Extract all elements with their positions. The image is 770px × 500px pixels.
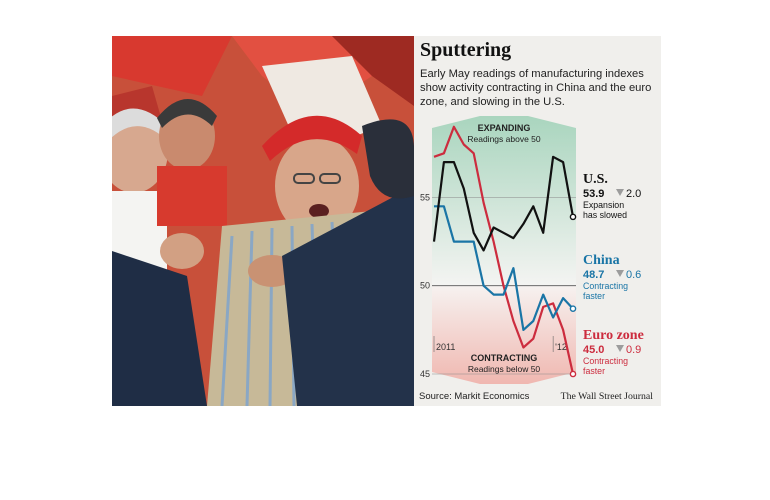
series-change-euro: 0.9 (626, 344, 641, 356)
series-note-euro-1: faster (583, 366, 605, 376)
protest-photo (112, 36, 414, 406)
end-point-euro (569, 370, 577, 378)
credit-note: The Wall Street Journal (560, 391, 653, 402)
series-line-euro (433, 125, 575, 375)
y-tick-45: 45 (420, 369, 430, 379)
expanding-label: EXPANDING (478, 123, 531, 133)
series-note-euro-0: Contracting (583, 356, 628, 366)
chart-subtitle: Early May readings of manufacturing inde… (420, 68, 652, 108)
series-change-china: 0.6 (626, 269, 641, 281)
contracting-label: CONTRACTING (471, 353, 538, 363)
series-line-us (432, 155, 575, 252)
series-line-china (434, 205, 574, 331)
y-tick-50: 50 (420, 281, 430, 291)
series-value-us: 53.9 (583, 188, 604, 200)
chart-panel: EXPANDING Readings above 50 CONTRACTING Rea… (414, 36, 661, 406)
series-name-china: China (583, 253, 620, 268)
series-change-us: 2.0 (626, 188, 641, 200)
contracting-zone (432, 285, 576, 384)
end-point-china (569, 305, 577, 312)
series-value-euro: 45.0 (583, 344, 604, 356)
x-tick-label-0: 2011 (436, 342, 455, 352)
series-note-china-1: faster (583, 291, 605, 301)
series-value-china: 48.7 (583, 269, 604, 281)
expanding-sub-label: Readings above 50 (467, 134, 541, 144)
change-triangle-euro (616, 345, 624, 352)
series-note-us-1: has slowed (583, 210, 627, 220)
change-triangle-china (616, 270, 624, 277)
y-tick-55: 55 (420, 192, 430, 202)
series-note-china-0: Contracting (583, 281, 628, 291)
series-name-us: U.S. (583, 172, 608, 187)
chart-title: Sputtering (420, 39, 512, 61)
x-tick-label-12: '12 (555, 342, 567, 352)
source-note: Source: Markit Economics (419, 391, 530, 402)
end-point-us (569, 213, 577, 221)
change-triangle-us (616, 189, 624, 196)
series-note-us-0: Expansion (583, 200, 624, 210)
series-name-euro: Euro zone (583, 328, 644, 343)
expanding-zone (432, 116, 576, 286)
contracting-sub-label: Readings below 50 (468, 364, 541, 374)
